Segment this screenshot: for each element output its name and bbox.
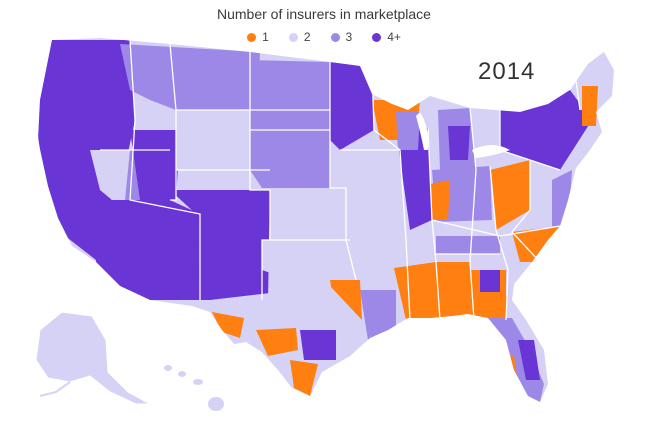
region-north-carolina <box>512 226 560 262</box>
hawaii <box>164 365 224 411</box>
region-wyoming <box>176 110 250 170</box>
year-label: 2014 <box>478 58 536 85</box>
alaska <box>35 311 151 405</box>
hawaii-island-big <box>208 397 224 411</box>
region-nevada-light <box>90 150 130 210</box>
region-texas-south <box>290 360 318 396</box>
region-mid-atlantic <box>552 170 572 230</box>
lake-michigan <box>416 112 429 150</box>
region-missouri-iowa <box>346 150 406 240</box>
hawaii-island-3 <box>193 379 203 385</box>
legend-label-1: 1 <box>262 30 269 44</box>
legend-item-1: 1 <box>247 30 269 44</box>
region-oklahoma <box>262 240 356 282</box>
region-atlanta <box>480 270 500 292</box>
region-wisconsin-mix <box>396 112 420 150</box>
region-louisiana <box>360 290 396 340</box>
region-arizona <box>96 200 200 300</box>
region-alabama <box>436 262 474 320</box>
hawaii-island-1 <box>164 365 172 371</box>
aleutian-islands <box>39 381 71 397</box>
region-minnesota <box>330 62 374 150</box>
region-south-carolina <box>506 262 540 296</box>
region-new-hampshire <box>582 86 598 126</box>
region-utah <box>130 130 180 200</box>
region-texas-austin <box>300 330 336 360</box>
legend-label-2: 2 <box>303 30 311 44</box>
region-mississippi <box>394 262 440 320</box>
legend-item-2: 2 <box>288 30 311 44</box>
region-texas-central <box>256 328 298 356</box>
region-michigan-dark <box>448 126 470 160</box>
legend-label-3: 3 <box>345 30 353 44</box>
region-florida-east <box>518 340 540 380</box>
legend-item-4plus: 4+ <box>372 30 401 44</box>
region-montana <box>120 44 260 110</box>
region-dakotas <box>250 60 330 130</box>
lake-erie <box>472 145 510 158</box>
legend-swatch-3 <box>330 32 340 42</box>
region-florida <box>470 318 544 402</box>
region-indiana-orange <box>430 180 450 220</box>
hawaii-island-2 <box>178 371 186 377</box>
region-nebraska <box>250 130 330 188</box>
legend-swatch-4plus <box>372 32 382 42</box>
legend-swatch-2 <box>288 32 298 42</box>
region-kansas <box>270 188 346 240</box>
legend-swatch-1 <box>247 32 257 42</box>
region-west-virginia <box>490 160 530 230</box>
legend: 1 2 3 4+ <box>0 30 648 44</box>
region-texas-west <box>212 312 244 338</box>
map-title: Number of insurers in marketplace <box>217 6 431 22</box>
legend-label-4plus: 4+ <box>387 30 401 44</box>
region-tennessee <box>436 236 500 254</box>
region-illinois <box>396 128 432 230</box>
region-colorado-newmexico <box>170 190 270 300</box>
legend-item-3: 3 <box>330 30 353 44</box>
